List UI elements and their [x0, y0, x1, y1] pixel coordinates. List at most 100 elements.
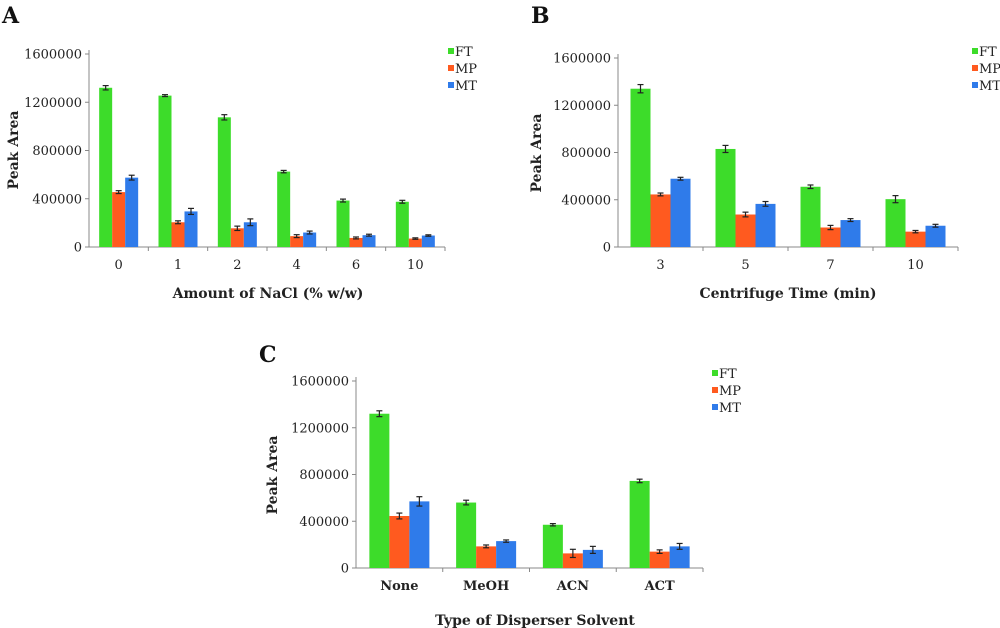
bar-ft-0 [99, 87, 113, 248]
bar-mt-acn [582, 549, 603, 568]
chart-panel-b: B 0 400000 800000 1200000 1600000 3 5 7 10 Centrif… [529, 3, 1000, 302]
x-tick-label: 7 [826, 258, 834, 273]
x-tick-label: ACN [556, 579, 589, 594]
y-tick-label: 400000 [299, 515, 349, 530]
y-tick-label: 1600000 [291, 375, 349, 390]
bar-mp-10 [905, 231, 926, 247]
legend-label-ft: FT [719, 367, 737, 382]
y-tick-label: 0 [74, 241, 82, 256]
bar-mt-6 [362, 235, 376, 247]
x-tick-label: 2 [233, 258, 241, 273]
bar-mp-5 [735, 214, 756, 247]
bar-ft-5 [715, 148, 736, 247]
bar-ft-2 [217, 117, 231, 247]
legend-swatch-mt [712, 404, 718, 410]
bar-mp-act [649, 551, 670, 568]
y-axis-title: Peak Area [6, 111, 22, 190]
bar-mt-meoh [496, 541, 517, 568]
bar-mp-meoh [476, 546, 497, 568]
bar-ft-3 [630, 88, 651, 248]
y-axis-title: Peak Area [529, 114, 545, 193]
legend-label-ft: FT [979, 45, 997, 60]
bar-mt-5 [755, 203, 776, 247]
y-axis-title: Peak Area [265, 436, 281, 515]
legend-swatch-ft [972, 48, 978, 54]
legend-label-mt: MT [719, 401, 741, 416]
bar-mt-7 [840, 220, 861, 247]
y-tick-label: 0 [603, 241, 611, 256]
bar-mp-none [389, 515, 410, 568]
bar-ft-6 [336, 200, 350, 247]
x-tick-label: 10 [907, 258, 924, 273]
bar-mp-6 [349, 237, 363, 247]
x-tick-label: 3 [656, 258, 664, 273]
bar-mp-0 [112, 192, 126, 247]
y-tick-label: 400000 [561, 193, 611, 208]
y-tick-label: 1600000 [24, 48, 82, 63]
y-tick-label: 1200000 [291, 421, 349, 436]
chart-panel-a: A 0 400000 800000 1200000 1600000 0 1 2 4 6 10 Amoun… [1, 3, 477, 302]
bar-ft-acn [542, 524, 563, 568]
panel-letter: C [259, 342, 277, 368]
legend-swatch-mp [972, 65, 978, 71]
x-tick-label: 10 [407, 258, 424, 273]
bar-mt-10 [421, 235, 435, 247]
bar-mp-7 [820, 227, 841, 247]
legend-label-mp: MP [719, 384, 741, 399]
x-tick-label: MeOH [463, 579, 509, 594]
bar-mp-1 [171, 222, 185, 247]
bar-mt-0 [125, 177, 139, 247]
bar-ft-1 [158, 95, 172, 247]
y-tick-label: 0 [341, 562, 349, 577]
legend-swatch-mt [972, 82, 978, 88]
x-tick-label: ACT [644, 579, 675, 594]
bar-ft-meoh [456, 502, 477, 568]
bar-ft-10 [885, 199, 906, 247]
bar-ft-4 [277, 171, 291, 247]
legend-label-mp: MP [979, 62, 1000, 77]
y-tick-label: 800000 [32, 144, 82, 159]
legend-label-ft: FT [455, 45, 473, 60]
legend-swatch-mt [448, 82, 454, 88]
y-tick-label: 1600000 [553, 52, 611, 67]
bar-mt-4 [303, 232, 317, 247]
bar-ft-10 [395, 201, 409, 247]
x-axis-title: Centrifuge Time (min) [699, 286, 876, 302]
y-tick-label: 800000 [561, 146, 611, 161]
x-tick-label: 0 [115, 258, 123, 273]
x-tick-label: None [380, 579, 418, 594]
panel-letter: A [1, 3, 20, 29]
bar-ft-7 [800, 186, 821, 247]
x-tick-label: 1 [174, 258, 182, 273]
y-tick-label: 400000 [32, 192, 82, 207]
bar-mt-act [669, 546, 690, 568]
x-tick-label: 4 [293, 258, 301, 273]
panel-letter: B [531, 3, 550, 29]
bar-mp-3 [650, 194, 671, 247]
x-axis-title: Amount of NaCl (% w/w) [172, 286, 364, 302]
bar-mp-4 [290, 236, 304, 247]
bar-mp-2 [230, 228, 244, 247]
x-axis-title: Type of Disperser Solvent [435, 613, 635, 628]
bar-mt-2 [243, 222, 257, 247]
bar-ft-none [369, 413, 390, 568]
bar-mp-10 [408, 238, 422, 247]
y-tick-label: 1200000 [24, 96, 82, 111]
bar-mt-10 [925, 225, 946, 247]
y-tick-label: 1200000 [553, 99, 611, 114]
legend-swatch-ft [712, 370, 718, 376]
y-tick-label: 800000 [299, 468, 349, 483]
bar-mp-acn [562, 553, 583, 568]
x-tick-label: 5 [741, 258, 749, 273]
legend-label-mt: MT [455, 79, 477, 94]
legend-label-mt: MT [979, 79, 1000, 94]
legend-swatch-mp [448, 65, 454, 71]
chart-panel-c: C 0 400000 800000 1200000 1600000 None MeOH ACN A… [259, 342, 741, 628]
legend-swatch-mp [712, 387, 718, 393]
bar-mt-1 [184, 211, 198, 247]
bar-mt-none [409, 501, 430, 568]
legend-label-mp: MP [455, 62, 477, 77]
x-tick-label: 6 [352, 258, 360, 273]
legend-swatch-ft [448, 48, 454, 54]
